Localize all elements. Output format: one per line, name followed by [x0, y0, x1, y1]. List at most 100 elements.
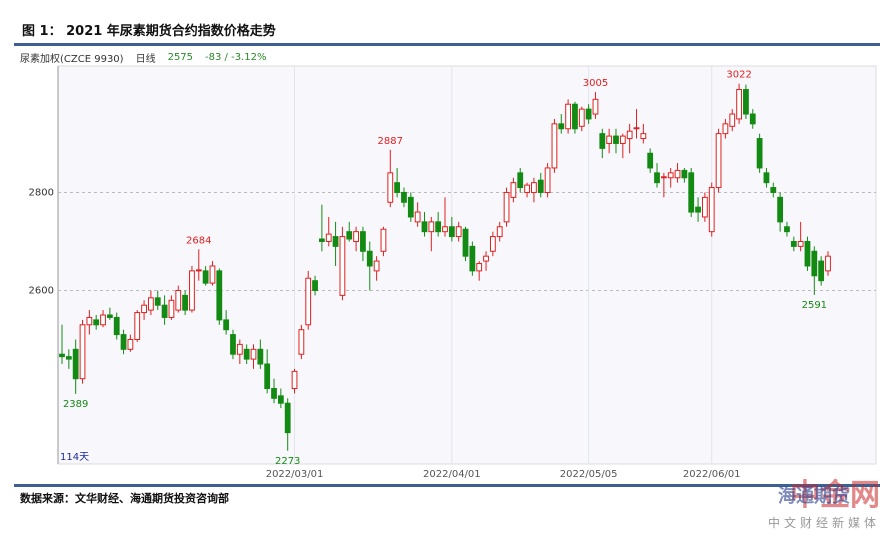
extreme-label: 3022	[726, 70, 751, 81]
candle-body	[455, 226, 462, 238]
candle-body	[223, 319, 230, 331]
candle-body	[312, 280, 318, 291]
candle-body	[134, 312, 141, 341]
candle-body	[216, 270, 223, 321]
candle-body	[715, 133, 722, 189]
candle-body	[448, 226, 455, 238]
extreme-label: 2684	[186, 235, 211, 246]
candle-body	[701, 196, 708, 218]
candle-body	[825, 255, 831, 272]
candle-body	[674, 169, 681, 179]
source: 数据来源：文华财经、海通期货投资咨询部	[20, 492, 229, 505]
candle-body	[93, 319, 100, 326]
candle-body	[681, 169, 688, 179]
candle-body	[120, 334, 127, 350]
candle-body	[394, 182, 401, 193]
candle-body	[640, 133, 647, 140]
candle-body	[401, 191, 407, 203]
extreme-label: 2887	[378, 136, 403, 147]
candle-body	[688, 172, 695, 213]
candle-body	[202, 270, 209, 284]
candle-body	[141, 304, 147, 314]
candle-body	[421, 221, 428, 233]
candle-body	[127, 339, 134, 350]
candle-body	[148, 297, 154, 311]
candle-body	[660, 176, 667, 179]
candle-body	[722, 123, 729, 135]
candle-body	[387, 172, 394, 203]
symbol[interactable]: 尿素加权(CZCE 9930)	[20, 54, 124, 65]
candle-body	[257, 348, 264, 365]
candle-body	[729, 113, 736, 127]
candle-body	[531, 182, 537, 193]
candle-body	[790, 240, 797, 247]
last-price: 2575	[167, 52, 194, 63]
candle-body	[442, 226, 448, 233]
candle-body	[277, 395, 284, 404]
candle-body	[291, 370, 298, 390]
candle-body	[606, 135, 613, 144]
candle-body	[462, 228, 469, 257]
candle-body	[818, 260, 825, 282]
candle-body	[654, 172, 660, 184]
candle-body	[503, 191, 510, 223]
candle-body	[325, 233, 332, 242]
x-tick-label: 2022/04/01	[423, 469, 481, 480]
candle-body	[407, 196, 414, 218]
candle-body	[592, 98, 599, 115]
candle-body	[79, 324, 86, 380]
candle-body	[65, 356, 72, 360]
candle-body	[59, 353, 65, 358]
candle-body	[524, 184, 530, 193]
candle-body	[435, 221, 442, 233]
candle-body	[154, 297, 161, 306]
candle-body	[113, 316, 120, 336]
candle-body	[469, 245, 476, 272]
candle-body	[743, 89, 749, 115]
candle-body	[264, 363, 271, 390]
candle-body	[544, 167, 551, 193]
watermark: 中金网 海通期货 中文财经新媒体	[768, 470, 880, 531]
candle-body	[599, 133, 606, 149]
period[interactable]: 日线	[135, 54, 156, 65]
candle-body	[298, 329, 305, 355]
candle-body	[168, 299, 175, 318]
rule	[14, 484, 880, 487]
candle-body	[366, 250, 373, 267]
change: -83 / -3.12%	[205, 52, 267, 63]
candle-body	[236, 343, 243, 355]
candle-body	[72, 348, 79, 380]
candle-body	[756, 138, 763, 169]
candle-body	[353, 231, 359, 242]
candle-body	[380, 228, 387, 252]
candle-body	[284, 402, 291, 434]
y-tick-label: 2600	[29, 285, 54, 296]
candle-body	[209, 265, 216, 284]
figure-title: 图 1： 2021 年尿素期货合约指数价格走势	[22, 24, 276, 39]
candle-body	[619, 135, 626, 144]
candle-body	[86, 316, 93, 326]
candle-body	[243, 348, 250, 360]
x-tick-label: 2022/06/01	[683, 469, 741, 480]
candle-body	[161, 304, 168, 318]
y-tick-label: 2800	[29, 187, 54, 198]
candle-body	[647, 152, 654, 169]
candle-body	[483, 255, 489, 262]
candle-body	[585, 108, 592, 120]
extreme-label: 2389	[63, 399, 88, 410]
extreme-label: 3005	[583, 78, 608, 89]
candle-body	[175, 289, 182, 311]
candle-body	[572, 103, 578, 130]
candle-body	[578, 108, 585, 127]
watermark-slogan: 中文财经新媒体	[767, 516, 880, 530]
candle-body	[770, 187, 777, 193]
candle-body	[565, 103, 572, 130]
candle-body	[305, 277, 312, 326]
candle-body	[106, 314, 113, 318]
candle-body	[230, 334, 236, 355]
candle-body	[332, 236, 339, 247]
candle-body	[517, 172, 524, 189]
candle-body	[763, 172, 770, 184]
